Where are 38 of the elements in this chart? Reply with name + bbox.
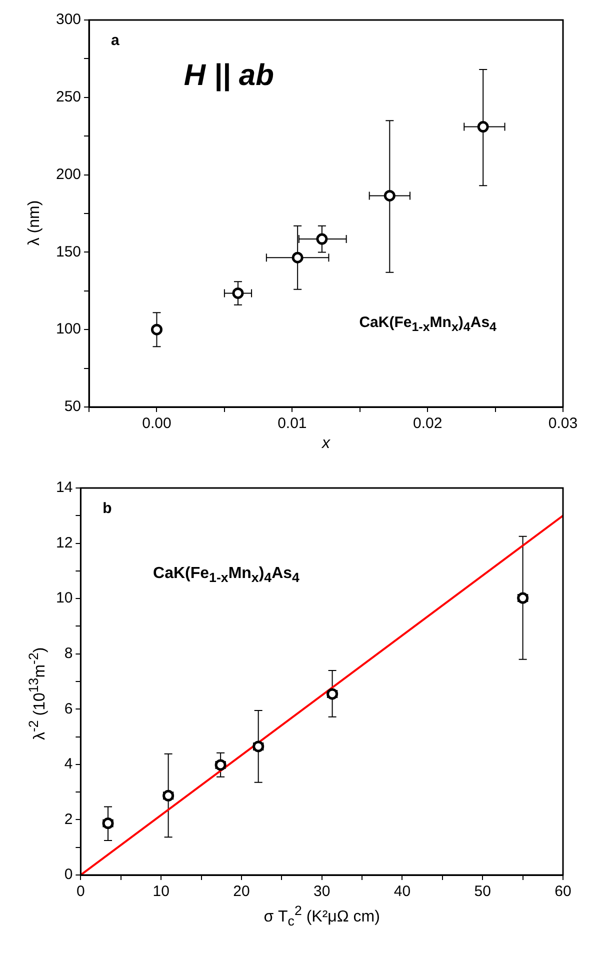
y-tick-label: 150 bbox=[56, 243, 82, 260]
x-tick-label: 0.00 bbox=[142, 415, 172, 432]
point bbox=[316, 233, 328, 245]
y-tick-label: 14 bbox=[56, 479, 73, 496]
x-tick-label: 40 bbox=[394, 883, 411, 900]
y-tick-label: 300 bbox=[56, 11, 82, 28]
x-tick-label: 60 bbox=[554, 883, 572, 900]
x-tick-label: 10 bbox=[152, 883, 170, 900]
x-tick-label: 20 bbox=[233, 883, 250, 900]
x-axis-title: x bbox=[320, 435, 332, 453]
y-tick-label: 10 bbox=[56, 590, 73, 607]
y-tick-label: 100 bbox=[56, 320, 82, 338]
text: b bbox=[102, 500, 112, 517]
x-tick-label: 0.03 bbox=[548, 415, 578, 432]
x-axis-title: σ T$_{c}$$^{2}$ (K²μΩ cm) bbox=[262, 903, 381, 929]
point bbox=[384, 190, 396, 202]
y-tick-label: 250 bbox=[56, 88, 82, 106]
x-tick-label: 30 bbox=[314, 883, 330, 900]
text: a bbox=[111, 32, 120, 49]
point bbox=[477, 121, 489, 133]
point bbox=[150, 324, 162, 336]
point bbox=[292, 252, 304, 264]
y-tick-label: 4 bbox=[64, 756, 73, 773]
y-axis-title: λ (nm) bbox=[26, 200, 44, 246]
annotation: H || ab bbox=[184, 58, 274, 93]
x-tick-label: 50 bbox=[474, 883, 491, 900]
y-tick-label: 50 bbox=[64, 398, 82, 416]
y-tick-label: 12 bbox=[56, 534, 73, 552]
point bbox=[232, 287, 244, 299]
y-tick-label: 6 bbox=[64, 700, 73, 718]
annotation: CaK(Fe$_{1-x}$Mn$_{x}$)$_{4}$As$_{4}$ bbox=[153, 565, 300, 586]
x-tick-label: 0.02 bbox=[412, 415, 442, 432]
y-tick-label: 2 bbox=[64, 810, 73, 828]
annotation: CaK(Fe$_{1-x}$Mn$_{x}$)$_{4}$As$_{4}$ bbox=[359, 314, 496, 334]
y-tick-label: 200 bbox=[56, 166, 82, 183]
y-tick-label: 8 bbox=[64, 645, 73, 662]
x-tick-label: 0.01 bbox=[278, 415, 307, 432]
y-tick-label: 0 bbox=[64, 866, 73, 884]
